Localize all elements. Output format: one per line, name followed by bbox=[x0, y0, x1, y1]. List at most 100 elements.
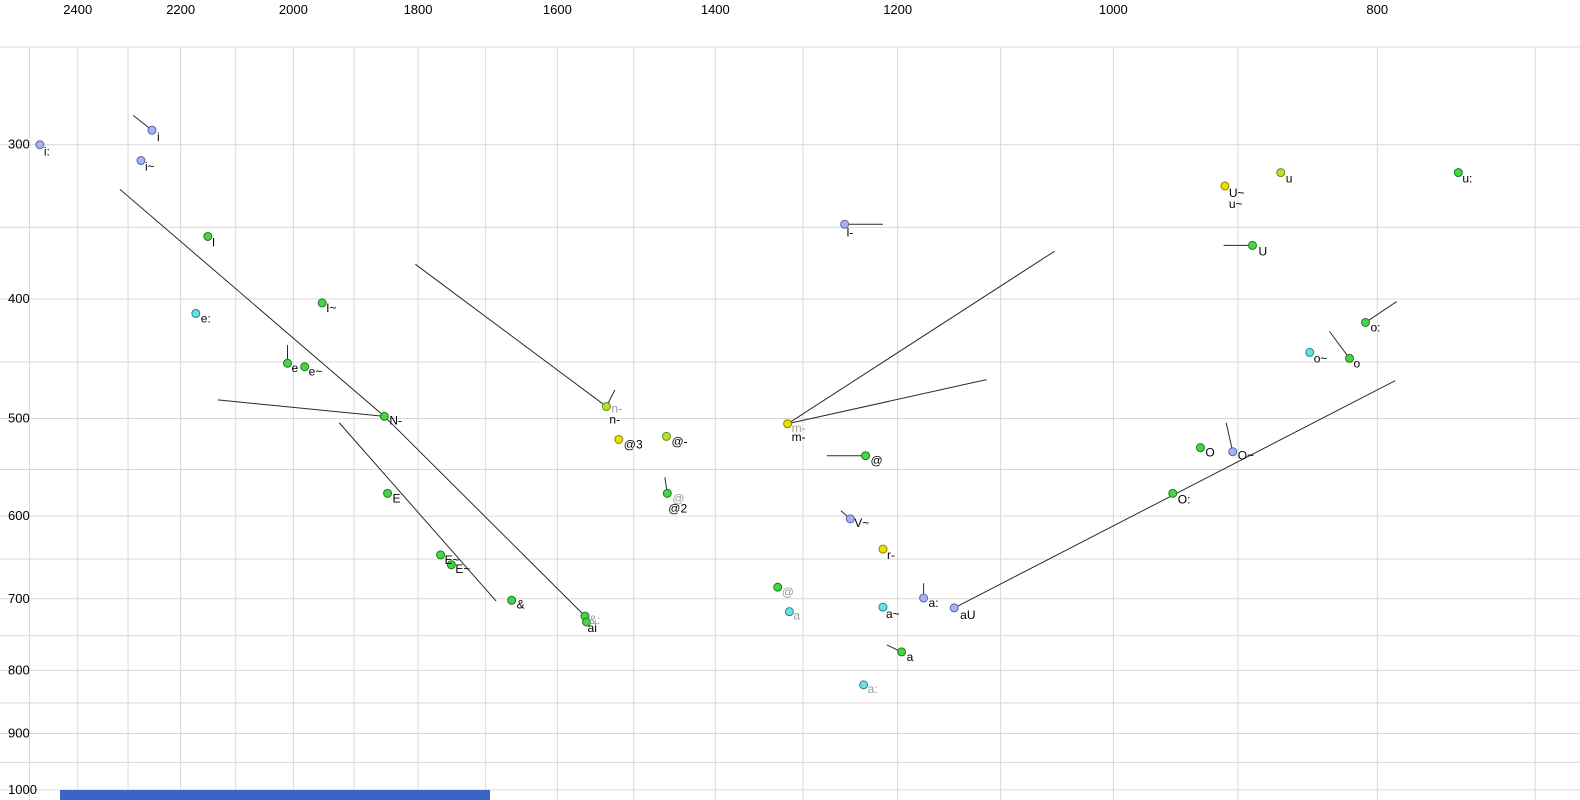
vowel-label: a bbox=[907, 650, 914, 664]
vowel-label: I~ bbox=[326, 301, 336, 315]
vowel-label: u~ bbox=[1229, 197, 1243, 211]
vowel-point bbox=[949, 603, 959, 613]
y-tick-label: 500 bbox=[8, 410, 30, 425]
vowel-label: a: bbox=[929, 596, 939, 610]
vowel-label: @2 bbox=[668, 501, 687, 515]
vowel-point bbox=[845, 514, 855, 524]
vowel-point bbox=[1247, 240, 1257, 250]
vowel-point bbox=[136, 156, 146, 166]
vowel-label: e~ bbox=[309, 365, 323, 379]
x-tick-label: 2000 bbox=[279, 2, 308, 17]
vowel-label: a bbox=[793, 609, 800, 623]
x-tick-label: 2200 bbox=[166, 2, 195, 17]
vowel-label: o bbox=[1354, 356, 1361, 370]
vowel-label: O: bbox=[1178, 492, 1191, 506]
vowel-point bbox=[840, 219, 850, 229]
connector-line bbox=[383, 415, 586, 617]
vowel-point bbox=[859, 680, 869, 690]
vowel-point bbox=[582, 617, 592, 627]
vowel-label: i bbox=[157, 130, 160, 144]
vowel-point bbox=[379, 411, 389, 421]
vowel-label: a: bbox=[868, 682, 878, 696]
vowel-point bbox=[147, 125, 157, 135]
x-tick-label: 1200 bbox=[883, 2, 912, 17]
connector-line bbox=[119, 188, 385, 417]
vowel-label: ai bbox=[588, 621, 597, 635]
y-tick-label: 1000 bbox=[8, 782, 37, 797]
vowel-label: @- bbox=[671, 434, 687, 448]
vowel-point bbox=[1453, 168, 1463, 178]
vowel-point bbox=[317, 298, 327, 308]
vowel-point bbox=[861, 451, 871, 461]
x-tick-label: 800 bbox=[1366, 2, 1388, 17]
vowel-label: u bbox=[1286, 172, 1293, 186]
vowel-label: m- bbox=[792, 430, 806, 444]
y-tick-label: 900 bbox=[8, 725, 30, 740]
connector-line bbox=[787, 250, 1055, 425]
vowel-point bbox=[773, 582, 783, 592]
connector-line bbox=[415, 263, 607, 407]
vowel-label: &: bbox=[589, 613, 600, 627]
vowel-label: @ bbox=[672, 491, 684, 505]
connector-line bbox=[338, 422, 497, 602]
x-tick-label: 1800 bbox=[404, 2, 433, 17]
vowel-label: e: bbox=[201, 311, 211, 325]
vowel-point bbox=[878, 602, 888, 612]
vowel-point bbox=[203, 231, 213, 241]
vowel-point bbox=[601, 402, 611, 412]
vowel-point bbox=[282, 358, 292, 368]
vowel-point bbox=[35, 140, 45, 150]
vowel-label: O~ bbox=[1238, 449, 1254, 463]
vowel-label: o: bbox=[1371, 320, 1381, 334]
vowel-point bbox=[897, 647, 907, 657]
vowel-label: E~ bbox=[455, 562, 470, 576]
x-tick-label: 1000 bbox=[1099, 2, 1128, 17]
y-tick-label: 700 bbox=[8, 591, 30, 606]
vowel-point bbox=[783, 419, 793, 429]
vowel-label: e bbox=[291, 361, 298, 375]
connector-line bbox=[1365, 301, 1397, 323]
y-tick-label: 400 bbox=[8, 291, 30, 306]
vowel-label: O bbox=[1205, 446, 1214, 460]
vowel-label: @ bbox=[871, 454, 883, 468]
vowel-label: U bbox=[1258, 244, 1267, 258]
vowel-label: N- bbox=[389, 413, 402, 427]
vowel-point bbox=[878, 544, 888, 554]
vowel-point bbox=[1276, 168, 1286, 178]
vowel-label: & bbox=[517, 597, 525, 611]
vowel-point bbox=[383, 488, 393, 498]
vowel-label: u: bbox=[1462, 172, 1472, 186]
vowel-point bbox=[662, 488, 672, 498]
connector-line bbox=[1329, 331, 1350, 359]
vowel-label: V~ bbox=[854, 516, 869, 530]
x-tick-label: 1400 bbox=[701, 2, 730, 17]
vowel-point bbox=[661, 431, 671, 441]
vowel-label: a~ bbox=[886, 607, 900, 621]
bottom-scrollbar[interactable] bbox=[60, 790, 490, 800]
vowel-label: r- bbox=[887, 548, 895, 562]
vowel-point bbox=[1195, 443, 1205, 453]
vowel-label: o~ bbox=[1314, 351, 1328, 365]
vowel-label: U~ bbox=[1229, 186, 1245, 200]
vowel-point bbox=[784, 607, 794, 617]
vowel-label: i~ bbox=[145, 160, 155, 174]
vowel-point bbox=[614, 434, 624, 444]
vowel-point bbox=[1228, 447, 1238, 457]
connector-line bbox=[1225, 422, 1234, 452]
vowel-point bbox=[191, 308, 201, 318]
vowel-point bbox=[1305, 347, 1315, 357]
vowel-point bbox=[1361, 317, 1371, 327]
vowel-point bbox=[1220, 181, 1230, 191]
vowel-label: I bbox=[212, 235, 215, 249]
y-tick-label: 300 bbox=[8, 137, 30, 152]
vowel-point bbox=[507, 595, 517, 605]
vowel-label: E bbox=[393, 491, 401, 505]
y-tick-label: 600 bbox=[8, 508, 30, 523]
vowel-point bbox=[1168, 488, 1178, 498]
vowel-label: @ bbox=[782, 585, 794, 599]
vowel-label: n- bbox=[609, 413, 620, 427]
x-tick-label: 2400 bbox=[63, 2, 92, 17]
vowel-label: @3 bbox=[624, 437, 643, 451]
vowel-point bbox=[919, 593, 929, 603]
